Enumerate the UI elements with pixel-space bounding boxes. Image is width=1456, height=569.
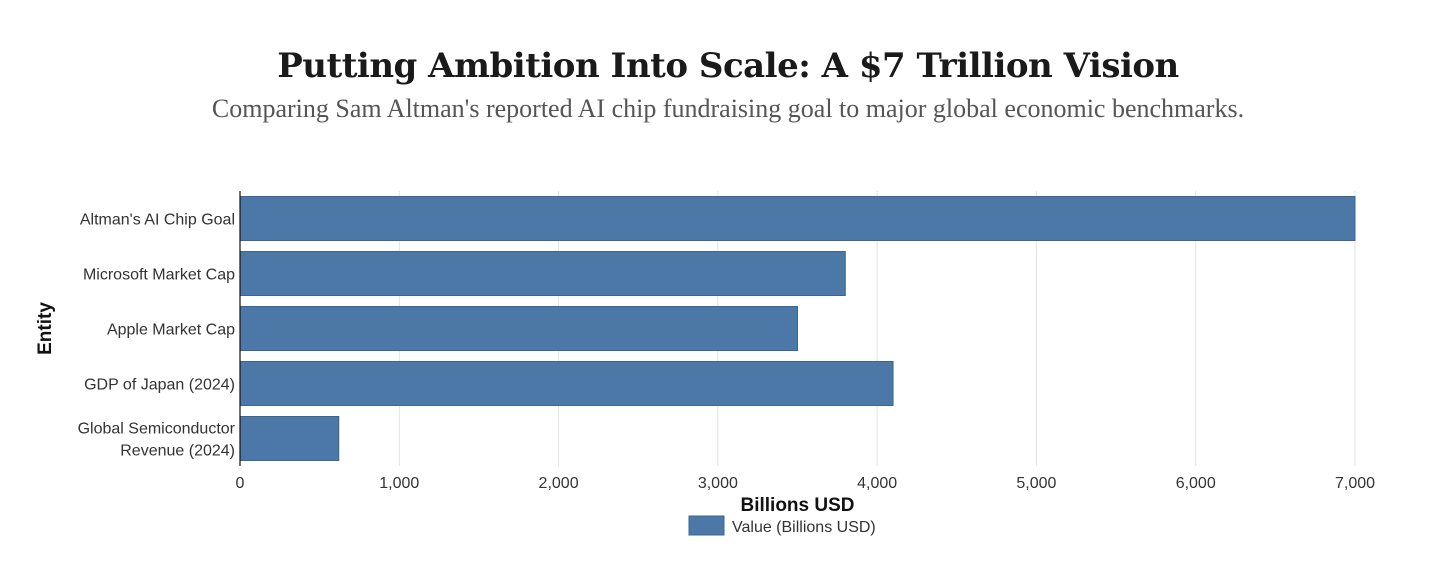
bar [239,416,340,461]
legend: Value (Billions USD) [688,515,876,536]
x-axis-title: Billions USD [740,495,854,516]
legend-swatch [688,515,725,536]
y-axis-title: Entity [35,302,56,355]
chart-title: Putting Ambition Into Scale: A $7 Trilli… [277,46,1179,86]
bar [239,196,1356,241]
bar [239,361,894,406]
bar [239,306,798,351]
category-label: Global Semiconductor Revenue (2024) [78,421,236,460]
x-tick-label: 2,000 [539,475,579,492]
category-label: GDP of Japan (2024) [84,377,235,394]
category-labels: Altman's AI Chip Goal Microsoft Market Ca… [78,212,236,460]
category-label: Microsoft Market Cap [83,267,235,284]
x-tick-label: 6,000 [1176,475,1216,492]
bars [239,196,1356,461]
x-tick-label: 4,000 [857,475,897,492]
x-tick-label: 0 [236,475,245,492]
x-tick-label: 1,000 [379,475,419,492]
category-label: Altman's AI Chip Goal [80,212,235,229]
x-tick-labels: 0 1,000 2,000 3,000 4,000 5,000 6,000 7,000 [236,475,1376,492]
bar [239,251,846,296]
x-tick-label: 3,000 [698,475,738,492]
category-label: Apple Market Cap [107,322,235,339]
x-tick-label: 5,000 [1016,475,1056,492]
legend-label: Value (Billions USD) [732,519,876,536]
chart-subtitle: Comparing Sam Altman's reported AI chip … [211,94,1245,123]
x-tick-label: 7,000 [1335,475,1375,492]
